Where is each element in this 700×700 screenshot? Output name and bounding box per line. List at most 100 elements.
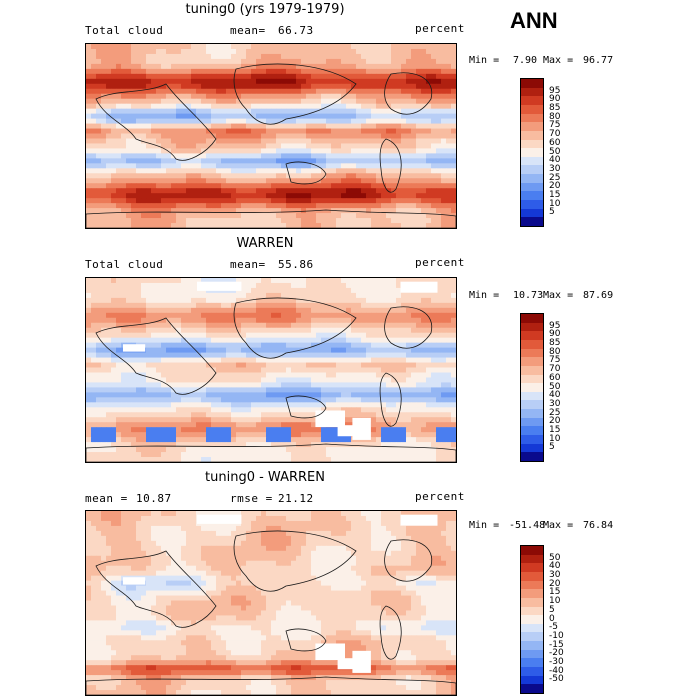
map-cell <box>316 198 322 204</box>
map-cell <box>396 203 402 209</box>
map-cell <box>86 282 92 289</box>
map-cell <box>156 367 162 373</box>
map-cell <box>391 362 397 368</box>
map-cell <box>216 213 222 219</box>
map-cell <box>451 118 456 124</box>
map-cell <box>451 63 456 70</box>
map-cell <box>366 392 372 398</box>
map-cell <box>401 168 407 174</box>
map-cell <box>86 402 92 408</box>
map-cell <box>446 392 452 398</box>
map-cell <box>286 53 292 60</box>
map-cell <box>296 133 302 139</box>
map-cell <box>391 357 397 363</box>
map-cell <box>146 422 152 428</box>
map-cell <box>451 287 456 294</box>
map-cell <box>436 297 442 304</box>
map-cell <box>126 407 132 413</box>
map-cell <box>131 163 137 169</box>
map-cell <box>166 98 172 105</box>
map-cell <box>396 168 402 174</box>
map-cell <box>116 58 122 65</box>
map-cell <box>86 307 92 314</box>
map-cell <box>296 158 302 164</box>
map-cell <box>186 307 192 314</box>
map-cell <box>371 292 377 299</box>
map-cell <box>256 143 262 149</box>
map-cell <box>406 188 412 194</box>
map-cell <box>411 168 417 174</box>
map-cell <box>406 402 412 408</box>
map-cell <box>446 223 452 228</box>
map-cell <box>181 223 187 228</box>
map-cell <box>231 143 237 149</box>
map-cell <box>101 382 107 388</box>
map-cell <box>381 382 387 388</box>
map-cell <box>251 417 257 423</box>
map-cell <box>106 322 112 329</box>
map-cell <box>171 143 177 149</box>
map-cell <box>156 53 162 60</box>
map-cell <box>251 342 257 349</box>
map-cell <box>86 203 92 209</box>
map-cell <box>356 128 362 134</box>
map-cell <box>161 44 167 50</box>
map-cell <box>211 417 217 423</box>
map-cell <box>306 397 312 403</box>
map-cell <box>356 168 362 174</box>
map-cell <box>366 163 372 169</box>
map-cell <box>301 58 307 65</box>
map-cell <box>396 198 402 204</box>
map-cell <box>126 372 132 378</box>
map-cell <box>226 347 232 353</box>
map-cell <box>136 158 142 164</box>
map-cell <box>231 317 237 324</box>
map-cell <box>231 123 237 129</box>
map-cell <box>296 128 302 134</box>
map-cell <box>401 68 407 75</box>
map-cell <box>121 83 127 90</box>
map-cell <box>266 312 272 319</box>
map-cell <box>86 183 92 189</box>
map-cell <box>246 332 252 339</box>
map-cell <box>261 73 267 80</box>
map-cell <box>446 347 452 353</box>
map-cell <box>126 332 132 339</box>
map-cell <box>286 58 292 65</box>
map-cell <box>316 44 322 50</box>
map-cell <box>376 278 382 284</box>
map-cell <box>346 153 352 159</box>
map-cell <box>186 357 192 363</box>
map-cell <box>391 307 397 314</box>
map-cell <box>186 387 192 393</box>
map-cell <box>391 143 397 149</box>
map-cell <box>291 188 297 194</box>
map-cell <box>141 312 147 319</box>
map-cell <box>266 188 272 194</box>
map-cell <box>91 88 97 95</box>
map-cell <box>381 377 387 383</box>
map-cell <box>86 278 92 284</box>
map-cell <box>371 397 377 403</box>
map-cell <box>371 138 377 144</box>
map-cell <box>96 307 102 314</box>
map-cell <box>336 48 342 55</box>
map-cell <box>196 168 202 174</box>
map-cell <box>386 98 392 105</box>
map-cell <box>276 367 282 373</box>
map-cell <box>236 68 242 75</box>
map-cell <box>101 322 107 329</box>
map-cell <box>96 198 102 204</box>
map-cell <box>316 48 322 55</box>
map-cell <box>346 218 352 224</box>
map-cell <box>331 387 337 393</box>
map-cell <box>231 278 237 284</box>
map-cell <box>451 168 456 174</box>
map-cell <box>231 302 237 309</box>
map-cell <box>421 213 427 219</box>
map-cell <box>416 188 422 194</box>
map-cell <box>321 312 327 319</box>
map-cell <box>286 44 292 50</box>
map-cell <box>261 183 267 189</box>
map-cell <box>241 392 247 398</box>
